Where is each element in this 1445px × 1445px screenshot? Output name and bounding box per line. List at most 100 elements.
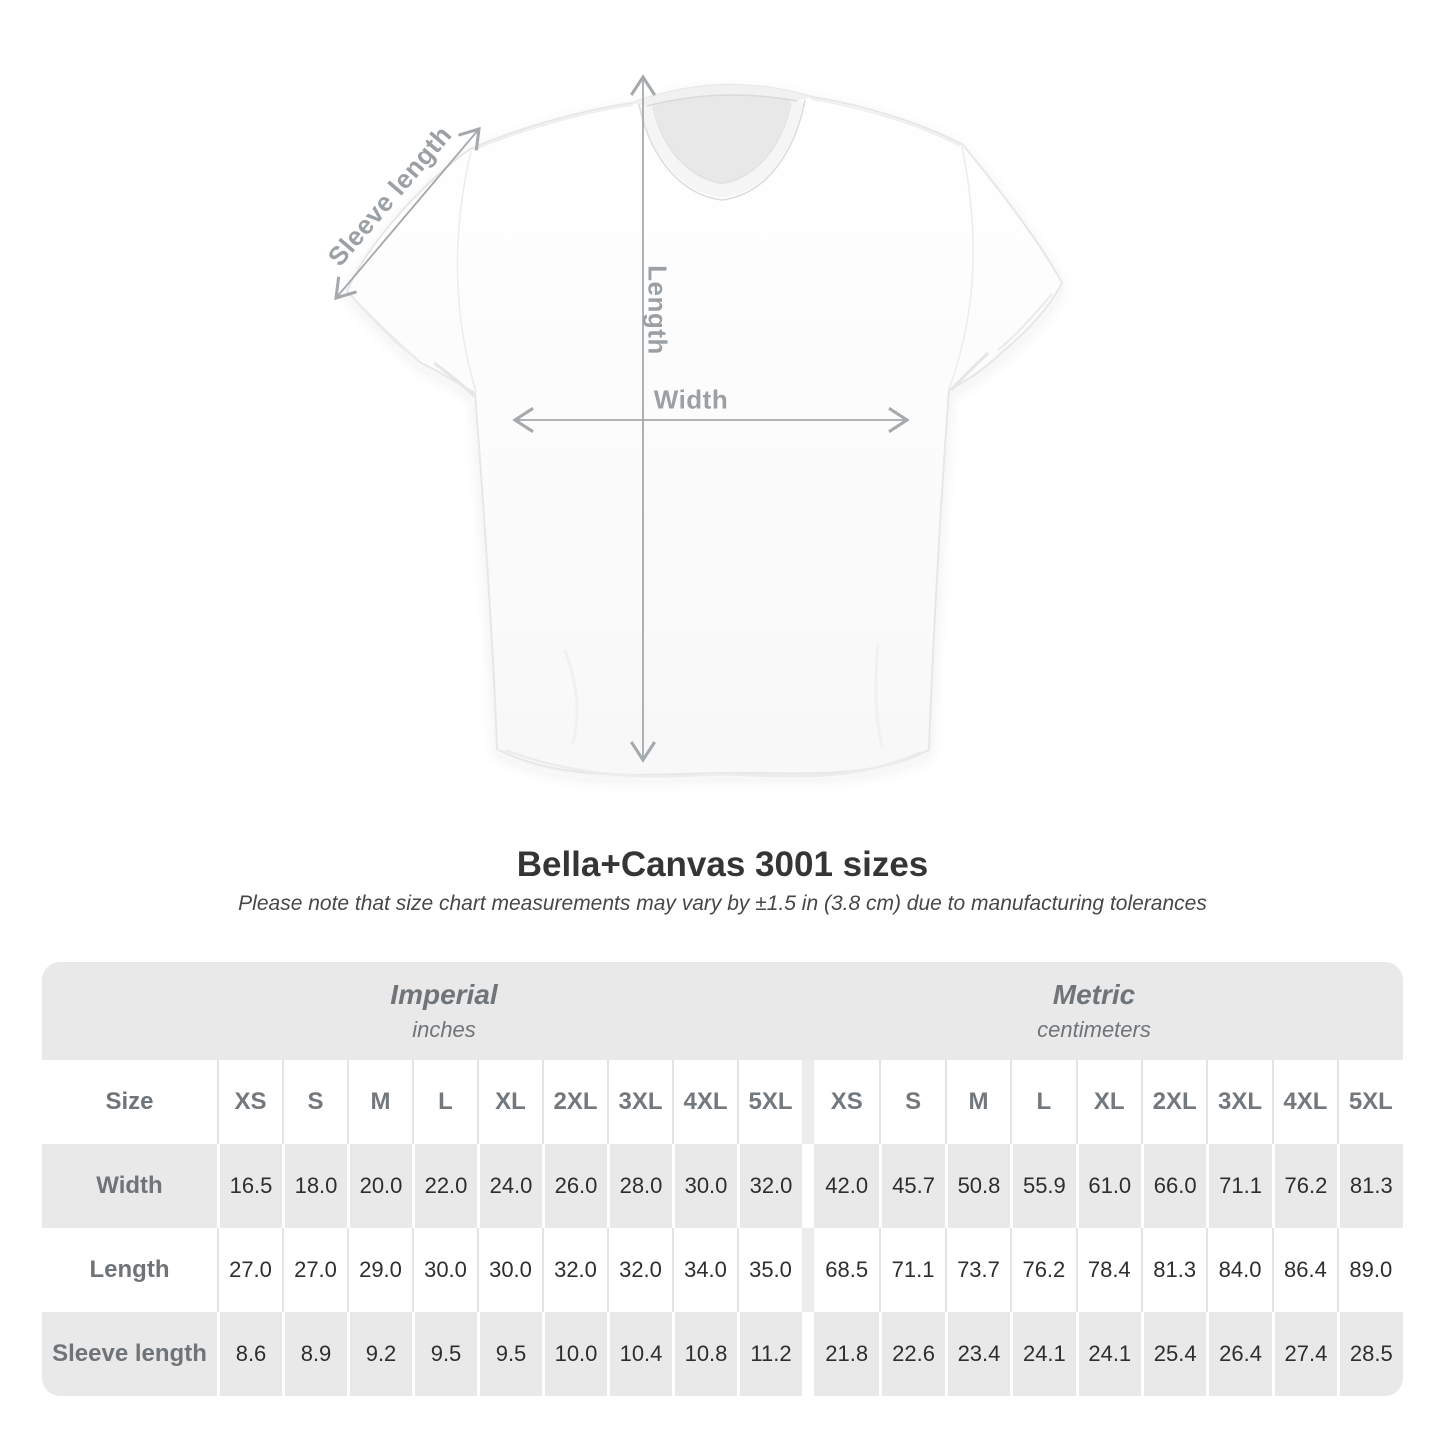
value-cell: 50.8 xyxy=(944,1144,1010,1228)
size-col-metric-xs: XS xyxy=(830,1088,863,1115)
measurement-arrows xyxy=(334,74,910,763)
value-cell: 8.9 xyxy=(282,1312,347,1396)
value-cell: 26.4 xyxy=(1206,1312,1271,1396)
value-cell: 10.8 xyxy=(672,1312,737,1396)
value-cell: 55.9 xyxy=(1010,1144,1075,1228)
sleeve-length-arrow xyxy=(334,126,481,301)
shadow-creases xyxy=(433,351,990,398)
folds xyxy=(356,293,1053,778)
size-col-metric-2xl: 2XL xyxy=(1140,1060,1206,1144)
value-cell: 29.0 xyxy=(347,1228,412,1312)
size-col-imperial-4xl: 4XL xyxy=(672,1060,737,1144)
value-cell: 23.4 xyxy=(944,1312,1010,1396)
value-cell: 27.0 xyxy=(217,1228,282,1312)
imperial-band: Imperial inches xyxy=(390,979,497,1043)
size-col-metric-4xl: 4XL xyxy=(1271,1060,1337,1144)
value-cell: 61.0 xyxy=(1075,1144,1141,1228)
wrinkles xyxy=(563,644,884,748)
value-cell: 25.4 xyxy=(1140,1312,1206,1396)
value-cell: 9.2 xyxy=(347,1312,412,1396)
value-cell: 26.0 xyxy=(542,1144,607,1228)
value-cell: 21.8 xyxy=(825,1341,869,1366)
size-col-imperial-5xl: 5XL xyxy=(737,1060,802,1144)
size-col-metric-s: S xyxy=(879,1060,944,1144)
value-cell: 30.0 xyxy=(412,1228,477,1312)
row-label: Sleeve length xyxy=(52,1340,207,1367)
table-row-width: Width 16.5 18.0 20.0 22.0 24.0 26.0 28.0 30.0 32.… xyxy=(42,1144,1403,1228)
width-label: Width xyxy=(653,384,729,415)
page-title: Bella+Canvas 3001 sizes xyxy=(516,845,929,884)
length-label: Length xyxy=(642,265,673,355)
value-cell: 11.2 xyxy=(737,1312,802,1396)
metric-band: Metric centimeters xyxy=(1037,979,1151,1043)
value-cell: 32.0 xyxy=(737,1144,802,1228)
value-cell: 24.1 xyxy=(1075,1312,1141,1396)
value-cell: 81.3 xyxy=(1337,1144,1402,1228)
size-col-imperial-l: L xyxy=(412,1060,477,1144)
tshirt-image xyxy=(334,74,1064,778)
value-cell: 45.7 xyxy=(879,1144,944,1228)
value-cell: 89.0 xyxy=(1337,1228,1402,1312)
size-col-imperial-3xl: 3XL xyxy=(607,1060,672,1144)
value-cell: 76.2 xyxy=(1010,1228,1075,1312)
value-cell: 27.4 xyxy=(1271,1312,1337,1396)
value-cell: 78.4 xyxy=(1075,1228,1141,1312)
unit-band-row: Imperial inches Metric centimeters xyxy=(42,962,1403,1060)
value-cell: 22.0 xyxy=(412,1144,477,1228)
size-col-metric-3xl: 3XL xyxy=(1206,1060,1271,1144)
imperial-band-unit: inches xyxy=(412,1017,476,1042)
value-cell: 28.0 xyxy=(607,1144,672,1228)
size-header-label: Size xyxy=(105,1088,154,1115)
value-cell: 10.0 xyxy=(542,1312,607,1396)
value-cell: 34.0 xyxy=(672,1228,737,1312)
tolerance-note: Please note that size chart measurements… xyxy=(238,892,1207,915)
collar-rib xyxy=(640,99,804,198)
value-cell: 73.7 xyxy=(944,1228,1010,1312)
value-cell: 42.0 xyxy=(825,1173,869,1198)
value-cell: 32.0 xyxy=(542,1228,607,1312)
value-cell: 66.0 xyxy=(1140,1144,1206,1228)
value-cell: 30.0 xyxy=(477,1228,542,1312)
size-header-row: Size XS S M L XL 2XL 3XL 4XL 5XL XS S M L XL 2XL 3XL 4XL… xyxy=(42,1060,1403,1144)
table-row-sleeve-length: Sleeve length 8.6 8.9 9.2 9.5 9.5 10.0 10.4 10.8… xyxy=(42,1312,1403,1396)
value-cell: 9.5 xyxy=(477,1312,542,1396)
table-row-length: Length 27.0 27.0 29.0 30.0 30.0 32.0 32.0 34.0 35… xyxy=(42,1228,1403,1312)
section-divider xyxy=(802,1144,814,1228)
value-cell: 22.6 xyxy=(879,1312,944,1396)
row-label: Width xyxy=(96,1172,163,1199)
value-cell: 24.0 xyxy=(477,1144,542,1228)
size-col-metric-m: M xyxy=(944,1060,1010,1144)
value-cell: 27.0 xyxy=(282,1228,347,1312)
value-cell: 18.0 xyxy=(282,1144,347,1228)
value-cell: 24.1 xyxy=(1010,1312,1075,1396)
value-cell: 8.6 xyxy=(217,1312,282,1396)
size-col-metric-5xl: 5XL xyxy=(1337,1060,1402,1144)
value-cell: 35.0 xyxy=(737,1228,802,1312)
value-cell: 10.4 xyxy=(607,1312,672,1396)
value-cell: 81.3 xyxy=(1140,1228,1206,1312)
section-divider xyxy=(802,1312,814,1396)
value-cell: 28.5 xyxy=(1337,1312,1402,1396)
collar-back-band xyxy=(632,84,812,106)
value-cell: 20.0 xyxy=(347,1144,412,1228)
value-cell: 30.0 xyxy=(672,1144,737,1228)
row-label: Length xyxy=(89,1256,170,1283)
value-cell: 9.5 xyxy=(412,1312,477,1396)
size-col-imperial-s: S xyxy=(282,1060,347,1144)
value-cell: 84.0 xyxy=(1206,1228,1271,1312)
value-cell: 76.2 xyxy=(1271,1144,1337,1228)
value-cell: 71.1 xyxy=(1206,1144,1271,1228)
imperial-band-title: Imperial xyxy=(390,979,498,1010)
value-cell: 16.5 xyxy=(217,1144,282,1228)
size-col-imperial-xs: XS xyxy=(217,1060,282,1144)
value-cell: 71.1 xyxy=(879,1228,944,1312)
size-col-imperial-2xl: 2XL xyxy=(542,1060,607,1144)
size-col-imperial-m: M xyxy=(347,1060,412,1144)
tshirt xyxy=(345,83,1064,778)
value-cell: 32.0 xyxy=(607,1228,672,1312)
size-col-metric-l: L xyxy=(1010,1060,1075,1144)
tshirt-measurement-figure: Sleeve length Length Width xyxy=(300,55,1145,825)
size-col-imperial-xl: XL xyxy=(477,1060,542,1144)
value-cell: 68.5 xyxy=(825,1257,869,1282)
section-divider xyxy=(802,1060,814,1144)
